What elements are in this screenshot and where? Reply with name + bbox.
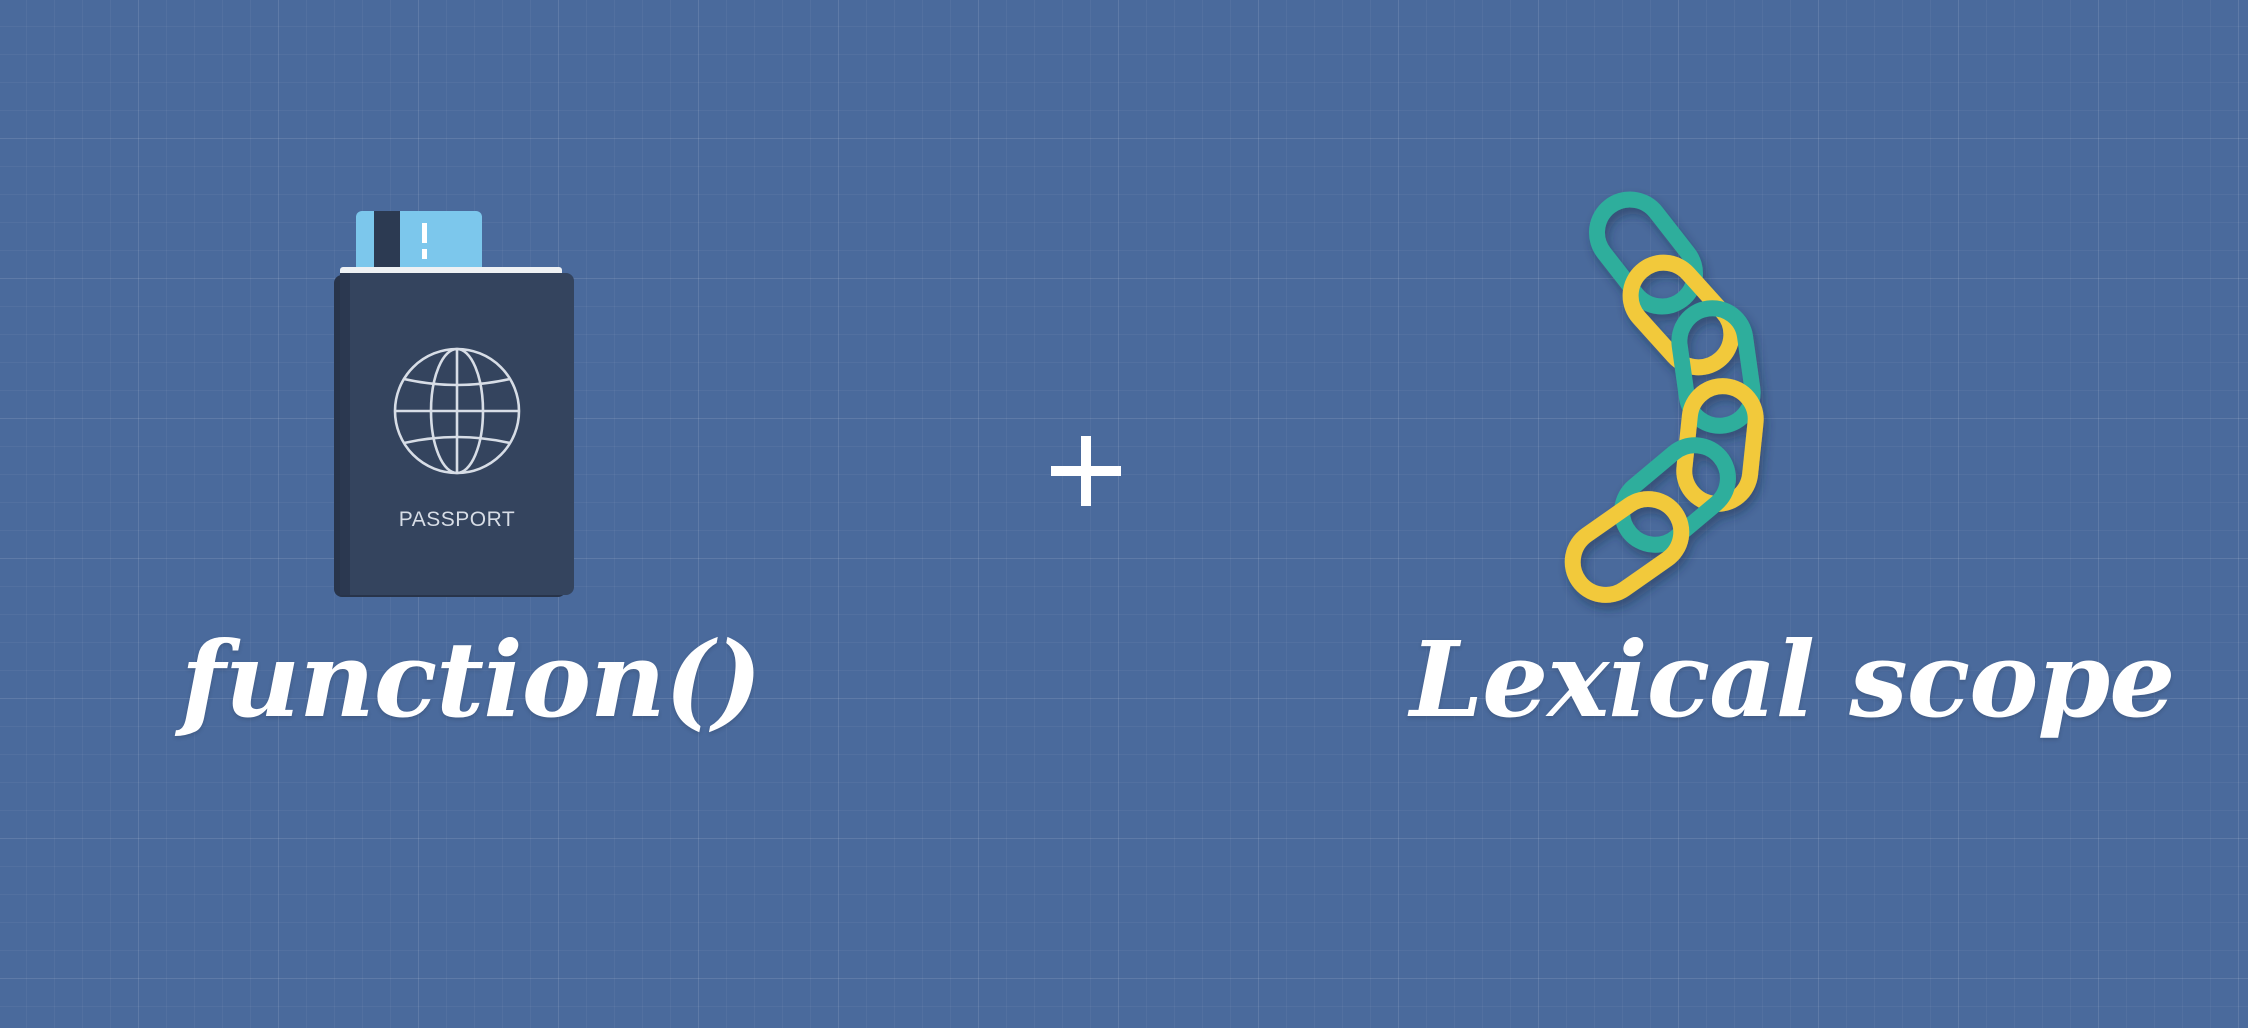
function-caption: function() xyxy=(180,618,762,741)
lexical-scope-caption: Lexical scope xyxy=(1410,618,2175,741)
chain-icon xyxy=(1564,191,1764,603)
passport-icon: PASSPORT xyxy=(334,211,574,597)
passport-label: PASSPORT xyxy=(399,508,515,531)
plus-icon xyxy=(1051,436,1121,506)
